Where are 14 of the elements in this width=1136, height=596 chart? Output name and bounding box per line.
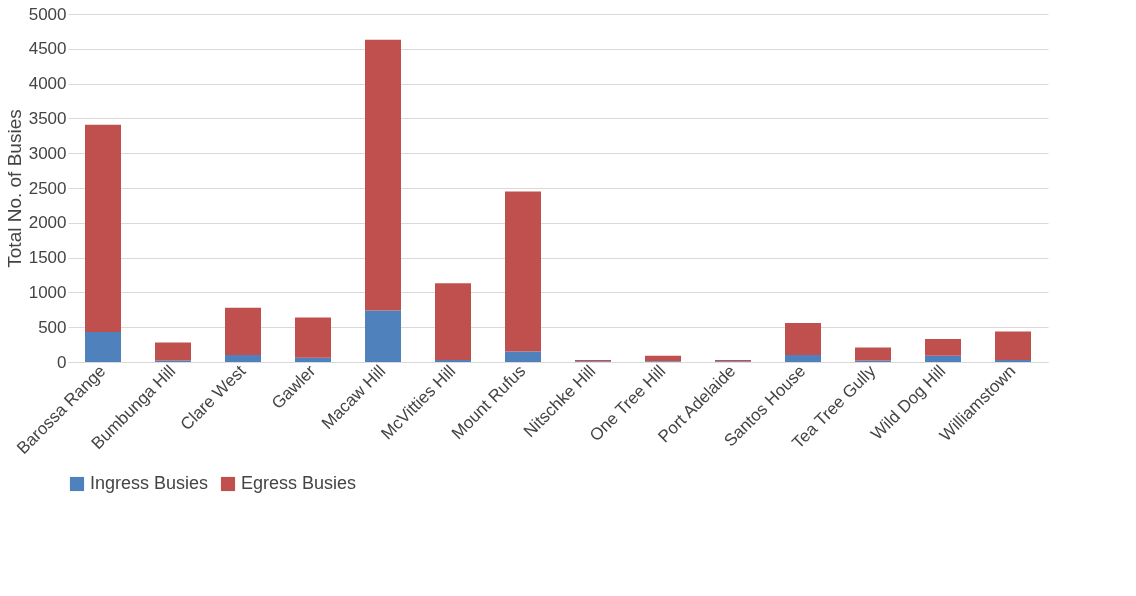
legend-label: Egress Busies <box>241 473 357 493</box>
y-tick-label: 5000 <box>28 4 67 24</box>
y-tick-label: 3000 <box>28 143 67 163</box>
y-tick-label: 3500 <box>28 108 67 128</box>
y-tick-label: 4500 <box>28 39 67 59</box>
y-axis-title: Total No. of Busies <box>3 109 25 268</box>
y-tick-label: 0 <box>57 352 67 372</box>
y-tick-label: 2500 <box>28 178 67 198</box>
y-tick-label: 500 <box>38 317 67 337</box>
y-tick-label: 1500 <box>28 248 67 268</box>
y-tick-label: 2000 <box>28 213 67 233</box>
y-tick-label: 1000 <box>28 282 67 302</box>
y-tick-label: 4000 <box>28 74 67 94</box>
legend-label: Ingress Busies <box>90 473 209 493</box>
